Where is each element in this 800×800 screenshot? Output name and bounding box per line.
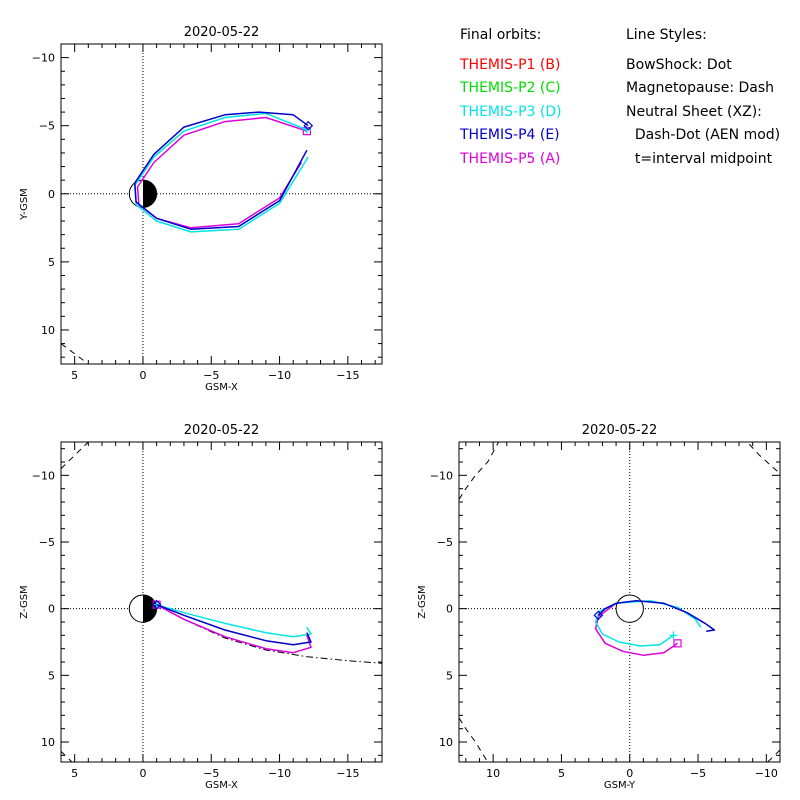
magnetopause-line bbox=[61, 751, 72, 762]
y-tick-label: −5 bbox=[437, 536, 453, 549]
plot-title: 2020-05-22 bbox=[582, 423, 658, 438]
style-neutral-sheet-time: t=interval midpoint bbox=[626, 148, 780, 172]
y-tick-label: 5 bbox=[48, 256, 55, 269]
x-axis-label: GSM-X bbox=[205, 780, 238, 791]
x-tick-label: 5 bbox=[558, 767, 565, 780]
legend-p2: THEMIS-P2 (C) bbox=[460, 77, 562, 101]
y-tick-label: 0 bbox=[446, 603, 453, 616]
x-tick-label: −10 bbox=[755, 767, 778, 780]
x-tick-label: 0 bbox=[626, 767, 633, 780]
plot-frame bbox=[61, 442, 382, 762]
x-tick-label: −5 bbox=[203, 767, 219, 780]
x-tick-label: 10 bbox=[486, 767, 500, 780]
y-tick-label: −5 bbox=[39, 120, 55, 133]
orbit-themis-p3 bbox=[135, 113, 308, 231]
y-axis-label: Z-GSM bbox=[417, 585, 428, 618]
y-axis-label: Y-GSM bbox=[19, 188, 30, 221]
magnetopause-line bbox=[768, 750, 780, 762]
y-tick-label: −5 bbox=[39, 536, 55, 549]
orbit-themis-p4 bbox=[598, 601, 714, 632]
style-neutral-sheet-model: Dash-Dot (AEN mod) bbox=[626, 124, 780, 148]
x-tick-label: 5 bbox=[71, 767, 78, 780]
plot-title: 2020-05-22 bbox=[184, 25, 260, 40]
x-tick-label: −15 bbox=[336, 369, 359, 382]
style-bowshock: BowShock: Dot bbox=[626, 54, 780, 78]
plot-frame bbox=[61, 44, 382, 364]
y-tick-label: −10 bbox=[32, 52, 55, 65]
earth bbox=[616, 595, 643, 622]
x-tick-label: −10 bbox=[268, 369, 291, 382]
y-tick-label: −10 bbox=[32, 469, 55, 482]
y-axis-label: Z-GSM bbox=[19, 585, 30, 618]
y-tick-label: 5 bbox=[48, 669, 55, 682]
plot-panel-3: 2020-05-22 GSM-Y Z-GSM 10 5 0 −5 −10 −10 −5 0 5 10 bbox=[417, 423, 780, 791]
final-orbits-title: Final orbits: bbox=[460, 24, 562, 48]
x-tick-label: 0 bbox=[139, 767, 146, 780]
x-axis-label: GSM-Y bbox=[604, 780, 636, 791]
x-tick-label: 5 bbox=[71, 369, 78, 382]
line-styles-legend: Line Styles: BowShock: Dot Magnetopause:… bbox=[626, 24, 780, 171]
end-marker-themis-p3 bbox=[303, 126, 311, 134]
line-styles-title: Line Styles: bbox=[626, 24, 780, 48]
x-tick-label: −10 bbox=[268, 767, 291, 780]
legend-p3: THEMIS-P3 (D) bbox=[460, 101, 562, 125]
y-tick-label: 0 bbox=[48, 188, 55, 201]
legend-p1: THEMIS-P1 (B) bbox=[460, 54, 562, 78]
x-tick-label: −15 bbox=[336, 767, 359, 780]
y-tick-label: 10 bbox=[439, 736, 453, 749]
plot-area bbox=[459, 442, 780, 762]
magnetopause-line bbox=[459, 442, 499, 499]
y-tick-label: 10 bbox=[41, 324, 55, 337]
legend-p5: THEMIS-P5 (A) bbox=[460, 148, 562, 172]
x-axis-label: GSM-X bbox=[205, 382, 238, 393]
style-magnetopause: Magnetopause: Dash bbox=[626, 77, 780, 101]
magnetopause-line bbox=[747, 442, 777, 471]
plot-panel-2: 2020-05-22 GSM-X Z-GSM 5 0 −5 −10 −15 −10 −5 0 5 10 bbox=[19, 423, 382, 791]
final-orbits-legend: Final orbits: THEMIS-P1 (B) THEMIS-P2 (C… bbox=[460, 24, 562, 171]
earth-night-side bbox=[143, 180, 157, 207]
y-tick-label: 5 bbox=[446, 669, 453, 682]
orbit-themis-p5 bbox=[138, 118, 307, 228]
y-tick-label: 10 bbox=[41, 736, 55, 749]
y-tick-label: −10 bbox=[430, 469, 453, 482]
x-tick-label: −5 bbox=[690, 767, 706, 780]
plot-title: 2020-05-22 bbox=[184, 423, 260, 438]
x-tick-label: −5 bbox=[203, 369, 219, 382]
legend-p4: THEMIS-P4 (E) bbox=[460, 124, 562, 148]
neutral-sheet-line bbox=[157, 605, 382, 664]
x-tick-label: 0 bbox=[139, 369, 146, 382]
plot-area bbox=[61, 442, 382, 762]
style-neutral-sheet: Neutral Sheet (XZ): bbox=[626, 101, 780, 125]
orbit-themis-p4 bbox=[135, 112, 308, 229]
plot-area bbox=[61, 44, 382, 364]
plot-panel-1: 2020-05-22 GSM-X Y-GSM 5 0 −5 −10 −15 −10 −5 0 5 10 bbox=[19, 25, 382, 393]
magnetopause-line bbox=[459, 718, 488, 762]
y-tick-label: 0 bbox=[48, 603, 55, 616]
